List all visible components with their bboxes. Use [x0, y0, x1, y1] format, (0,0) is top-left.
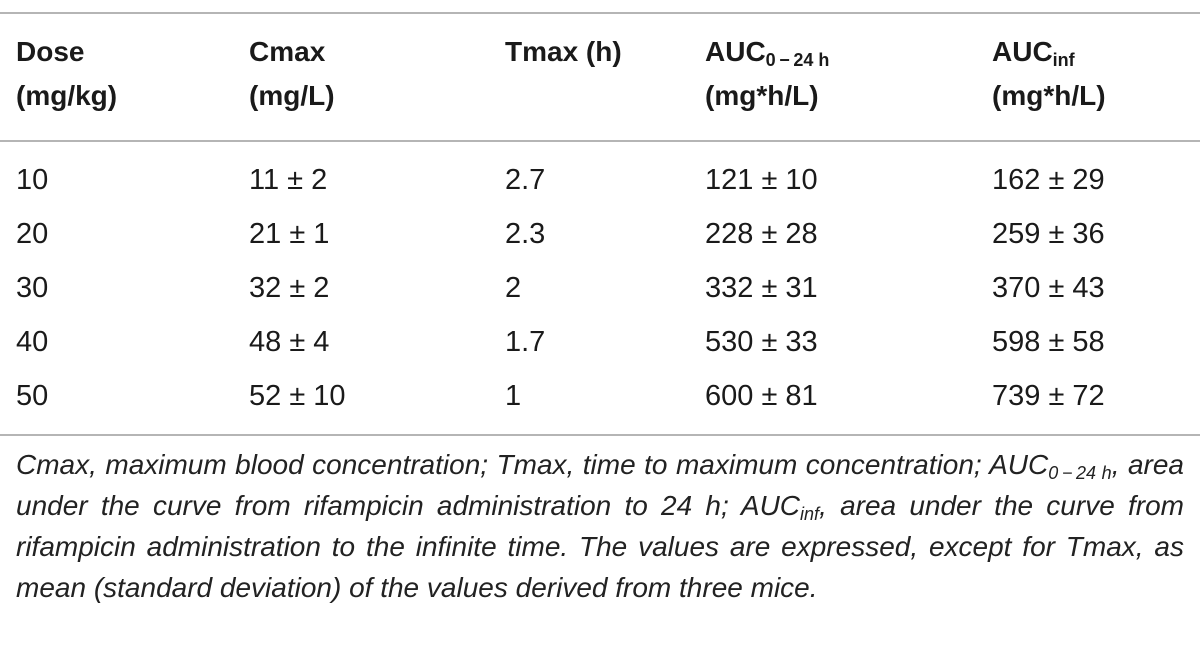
- header-cmax-line1: Cmax: [249, 36, 326, 67]
- cell-tmax: 1: [505, 380, 522, 412]
- header-cmax-line2: (mg/L): [249, 80, 335, 111]
- cell-auc-inf: 259 ± 36: [992, 218, 1105, 250]
- header-dose-line2: (mg/kg): [16, 80, 118, 111]
- table-top-rule: [0, 12, 1200, 14]
- cell-cmax: 11 ± 2: [249, 164, 328, 196]
- header-auc-inf-sub: inf: [1052, 50, 1075, 70]
- header-dose-line1: Dose: [16, 36, 85, 67]
- header-auc-inf-main: AUC: [992, 36, 1053, 67]
- footnote-sub-1: 0 − 24 h: [1048, 463, 1112, 483]
- header-auc-inf-line1: AUCinf: [992, 30, 1106, 74]
- cell-tmax: 2.3: [505, 218, 546, 250]
- cell-cmax: 52 ± 10: [249, 380, 346, 412]
- table-row: 50 52 ± 10 1 600 ± 81 739 ± 72: [0, 369, 1200, 423]
- cell-auc-inf: 598 ± 58: [992, 326, 1105, 358]
- cell-auc-0-24: 600 ± 81: [705, 380, 818, 412]
- table-bottom-rule: [0, 434, 1200, 436]
- cell-dose: 50: [16, 380, 49, 412]
- cell-auc-inf: 739 ± 72: [992, 380, 1105, 412]
- footnote-sub-2: inf: [800, 504, 820, 524]
- cell-dose: 20: [16, 218, 49, 250]
- cell-tmax: 1.7: [505, 326, 546, 358]
- header-auc-0-24-sub: 0 − 24 h: [765, 50, 830, 70]
- header-dose: Dose (mg/kg): [16, 30, 117, 118]
- table-row: 30 32 ± 2 2 332 ± 31 370 ± 43: [0, 261, 1200, 315]
- table-row: 10 11 ± 2 2.7 121 ± 10 162 ± 29: [0, 153, 1200, 207]
- cell-tmax: 2: [505, 272, 522, 304]
- cell-auc-0-24: 228 ± 28: [705, 218, 818, 250]
- header-auc-inf: AUCinf (mg*h/L): [992, 30, 1106, 118]
- footnote-text-2: , area under the curve from rifampicin a…: [16, 449, 1184, 521]
- cell-auc-0-24: 332 ± 31: [705, 272, 818, 304]
- header-auc-0-24-line2: (mg*h/L): [705, 80, 819, 111]
- cell-auc-inf: 162 ± 29: [992, 164, 1105, 196]
- cell-auc-0-24: 530 ± 33: [705, 326, 818, 358]
- header-auc-0-24-line1: AUC0 − 24 h: [705, 30, 829, 74]
- header-auc-0-24: AUC0 − 24 h (mg*h/L): [705, 30, 829, 118]
- table-footnote: Cmax, maximum blood concentration; Tmax,…: [16, 444, 1184, 608]
- cell-tmax: 2.7: [505, 164, 546, 196]
- cell-auc-inf: 370 ± 43: [992, 272, 1105, 304]
- cell-dose: 30: [16, 272, 49, 304]
- footnote-text-1: Cmax, maximum blood concentration; Tmax,…: [16, 449, 1049, 480]
- table-header-rule: [0, 140, 1200, 142]
- cell-cmax: 32 ± 2: [249, 272, 330, 304]
- header-auc-inf-line2: (mg*h/L): [992, 80, 1106, 111]
- table-row: 40 48 ± 4 1.7 530 ± 33 598 ± 58: [0, 315, 1200, 369]
- cell-cmax: 48 ± 4: [249, 326, 330, 358]
- header-cmax: Cmax (mg/L): [249, 30, 335, 118]
- cell-cmax: 21 ± 1: [249, 218, 330, 250]
- header-auc-0-24-main: AUC: [705, 36, 766, 67]
- cell-dose: 40: [16, 326, 49, 358]
- table-row: 20 21 ± 1 2.3 228 ± 28 259 ± 36: [0, 207, 1200, 261]
- header-tmax: Tmax (h): [505, 30, 622, 74]
- cell-auc-0-24: 121 ± 10: [705, 164, 818, 196]
- header-tmax-line1: Tmax (h): [505, 36, 622, 67]
- cell-dose: 10: [16, 164, 49, 196]
- footnote-text-3: , area under the curve from rifampicin a…: [16, 490, 1184, 603]
